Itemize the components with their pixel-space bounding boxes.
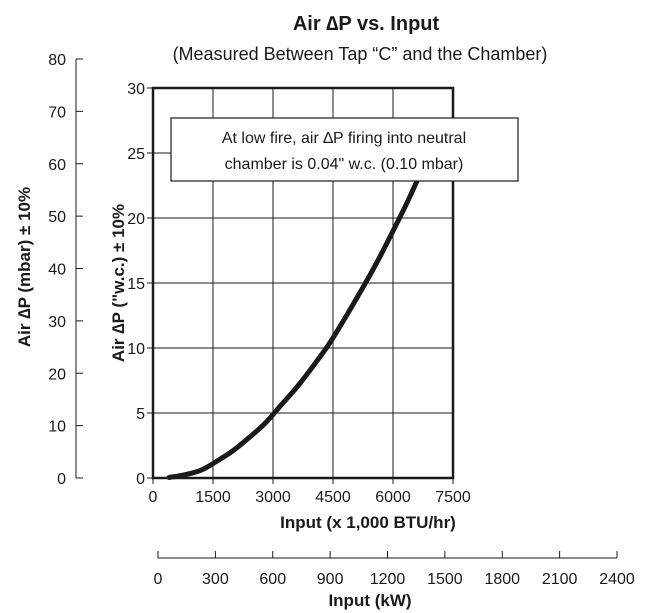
- y-tick-label: 0: [136, 471, 145, 488]
- x-tick-label: 6000: [375, 489, 411, 506]
- x2-tick-label: 600: [259, 571, 286, 588]
- y2-axis-label: Air ∆P (mbar) ± 10%: [15, 187, 34, 347]
- y2-tick-label: 50: [48, 209, 66, 226]
- y-axis-label: Air ∆P ("w.c.) ± 10%: [109, 204, 128, 362]
- y2-tick-label: 0: [57, 471, 66, 488]
- x2-tick-label: 2400: [599, 571, 635, 588]
- x-tick-label: 0: [149, 489, 158, 506]
- y2-tick-label: 40: [48, 262, 66, 279]
- x-tick-label: 7500: [435, 489, 471, 506]
- y-tick-label: 15: [127, 276, 145, 293]
- y-tick-label: 25: [127, 146, 145, 163]
- x-tick-label: 4500: [315, 489, 351, 506]
- chart-title: Air ∆P vs. Input: [293, 13, 440, 35]
- x2-tick-label: 900: [317, 571, 344, 588]
- y-tick-label: 10: [127, 341, 145, 358]
- x2-tick-label: 2100: [542, 571, 578, 588]
- y-tick-label: 30: [127, 81, 145, 98]
- y2-tick-label: 30: [48, 314, 66, 331]
- y2-tick-label: 80: [48, 52, 66, 69]
- y-tick-label: 5: [136, 406, 145, 423]
- x2-axis-label: Input (kW): [328, 591, 411, 610]
- x2-tick-label: 300: [202, 571, 229, 588]
- x-tick-label: 3000: [255, 489, 291, 506]
- x2-tick-label: 1200: [370, 571, 406, 588]
- y-tick-label: 20: [127, 211, 145, 228]
- y2-tick-label: 70: [48, 104, 66, 121]
- axes: 0 1500 3000 4500 6000 75000510152025300102030…: [48, 52, 635, 588]
- y2-tick-label: 60: [48, 157, 66, 174]
- series-line-1: [166, 124, 440, 480]
- annotation-line-1: At low fire, air ∆P firing into neutral: [222, 130, 466, 147]
- x2-tick-label: 1500: [427, 571, 463, 588]
- y2-tick-label: 20: [48, 366, 66, 383]
- x2-tick-label: 1800: [484, 571, 520, 588]
- series-layer: [166, 124, 440, 480]
- annotation-frame: [170, 117, 519, 182]
- chart-subtitle: (Measured Between Tap “C” and the Chambe…: [173, 44, 548, 64]
- annotation-box: At low fire, air ∆P firing into neutral …: [170, 117, 519, 182]
- x2-tick-label: 0: [154, 571, 163, 588]
- x-tick-label: 1500: [195, 489, 231, 506]
- annotation-line-2: chamber is 0.04" w.c. (0.10 mbar): [225, 156, 464, 173]
- y2-tick-label: 10: [48, 419, 66, 436]
- x-axis-label: Input (x 1,000 BTU/hr): [280, 513, 456, 532]
